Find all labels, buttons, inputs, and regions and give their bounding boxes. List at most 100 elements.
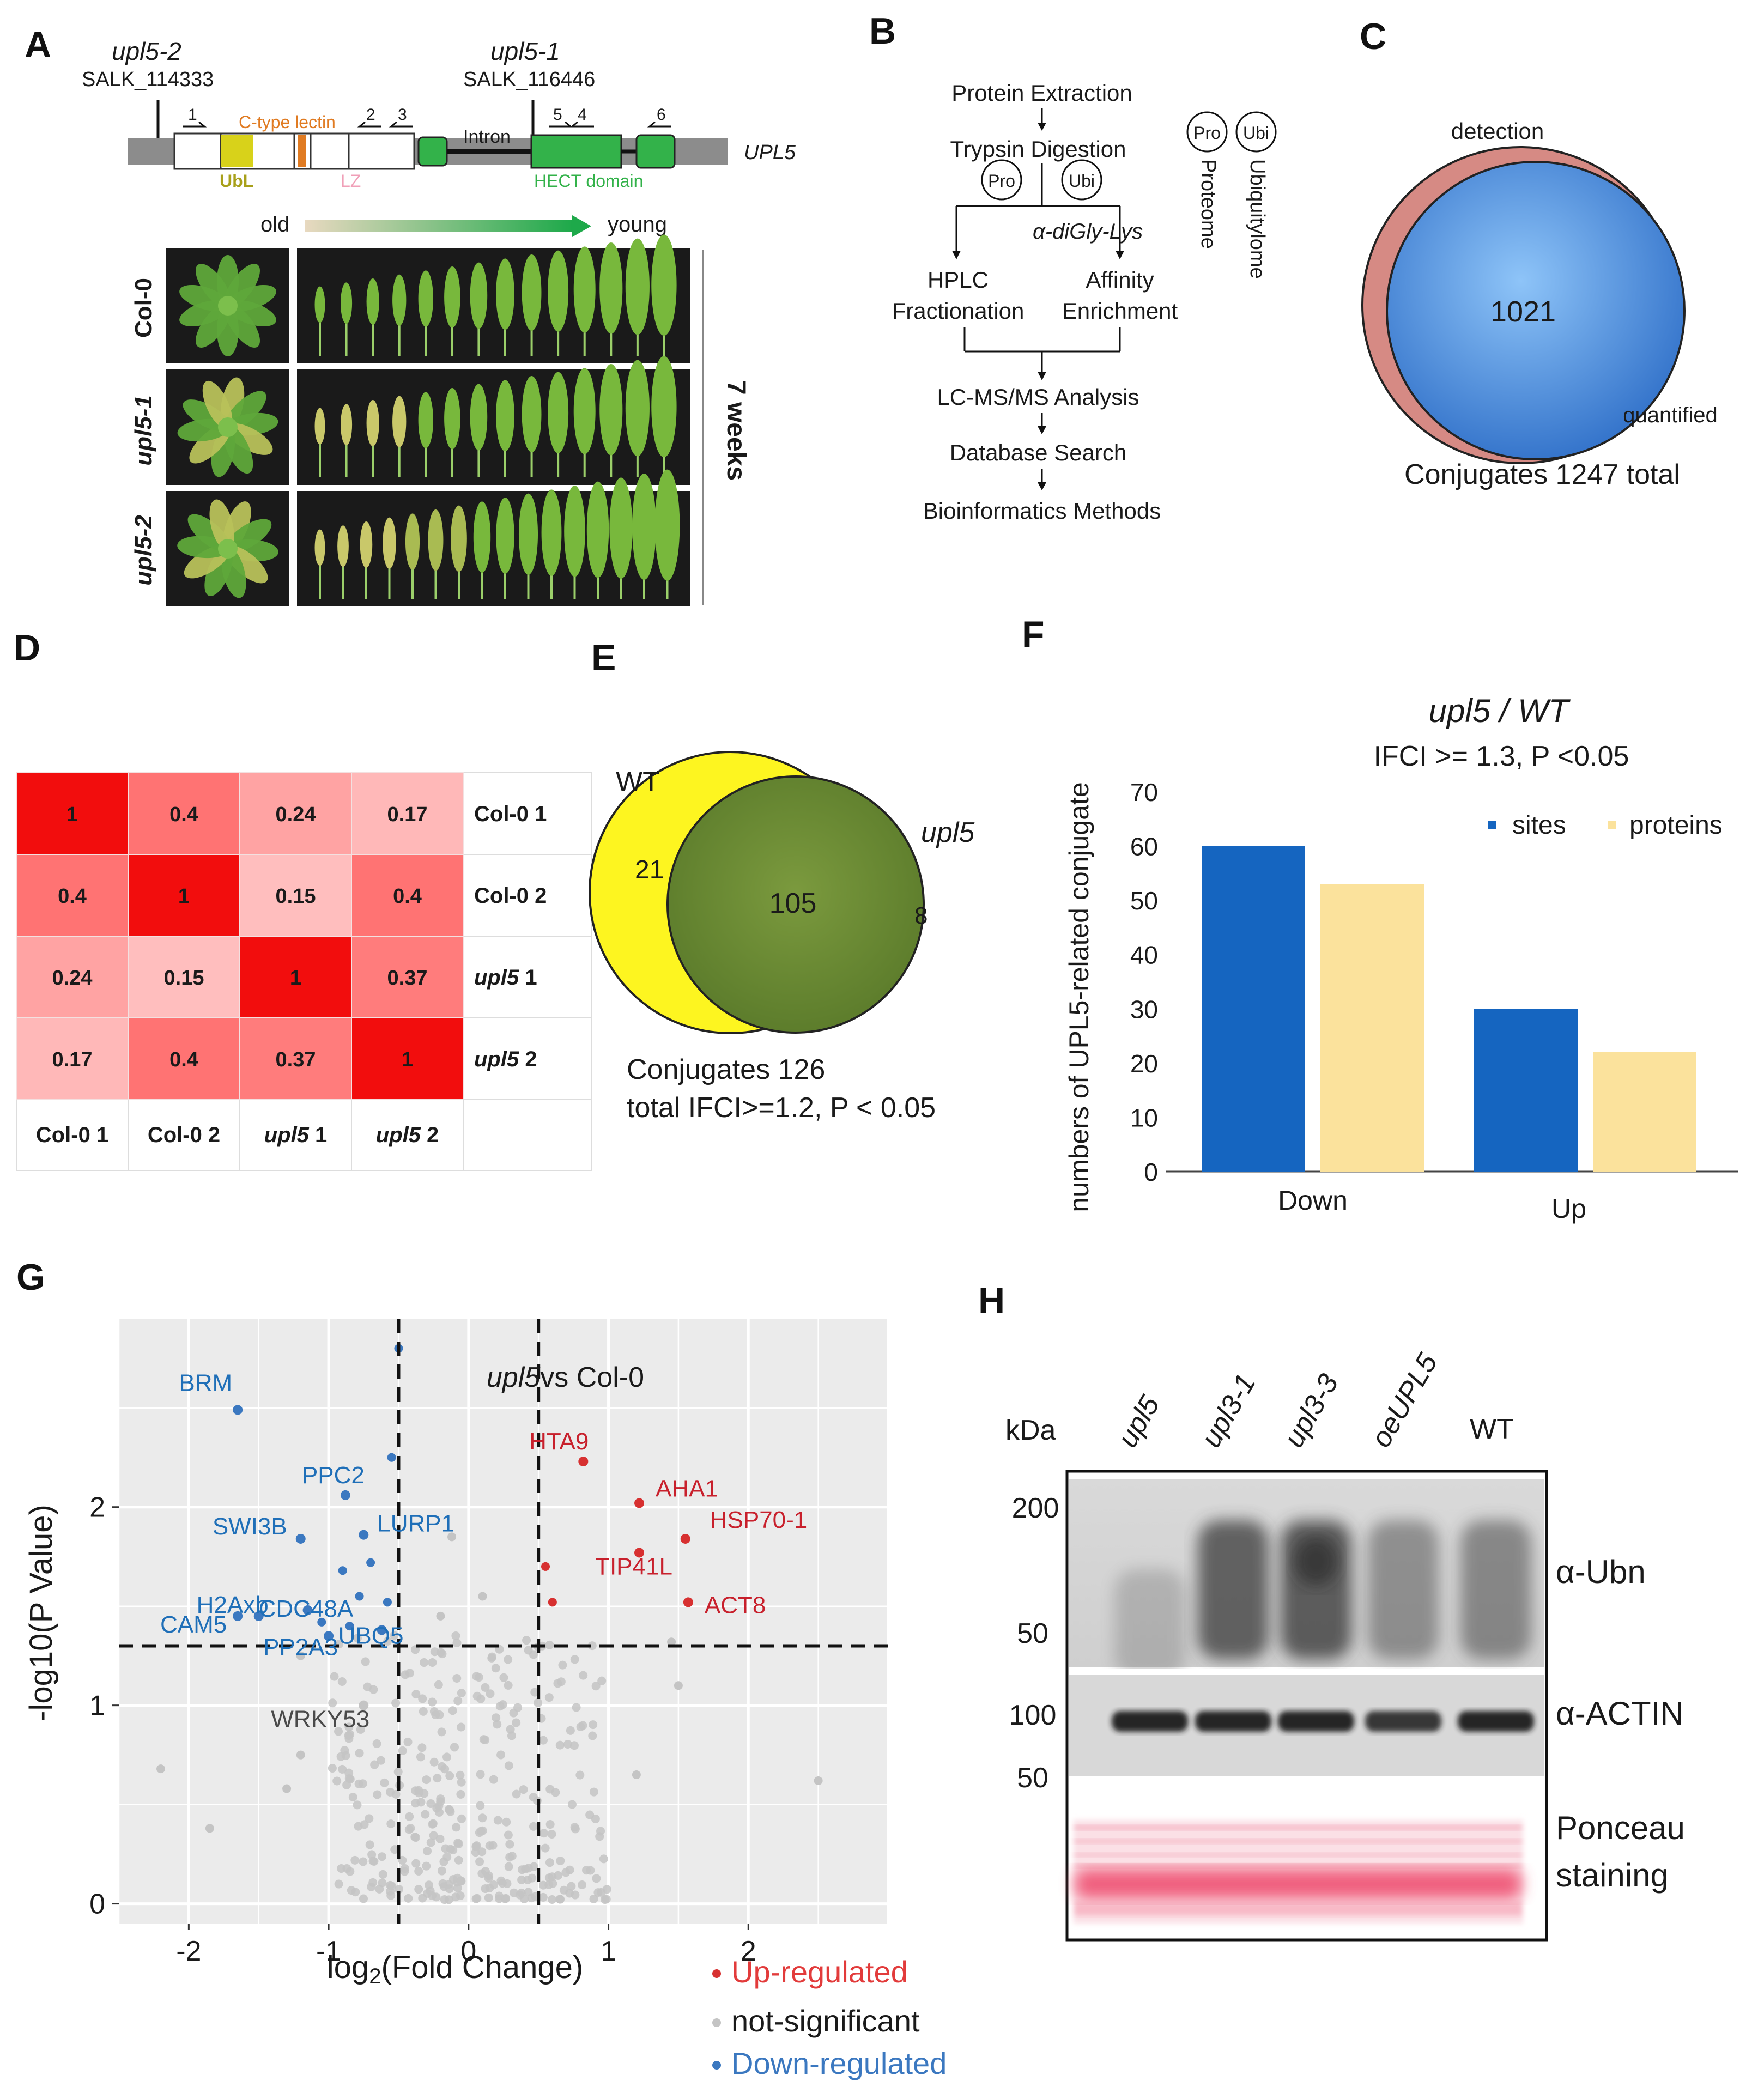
heatmap-cell-value: 0.15: [276, 885, 316, 908]
ubn-smear: [1198, 1520, 1269, 1659]
point-aha1: [634, 1498, 645, 1508]
ns-point: [544, 1873, 554, 1883]
exon-green-1: [417, 136, 448, 167]
heatmap-cell-value: 0.24: [276, 803, 316, 826]
ns-point: [427, 1891, 437, 1901]
duration-label: 7 weeks: [722, 380, 750, 481]
svg-text:1: 1: [188, 106, 197, 124]
x-tick-label: -2: [176, 1936, 201, 1967]
ns-point: [545, 1640, 554, 1649]
ns-point: [477, 1847, 487, 1857]
ns-point: [479, 1735, 488, 1744]
panel-label-h: H: [978, 1280, 1005, 1321]
hect-domain-label: HECT domain: [534, 171, 643, 191]
ns-point: [354, 1779, 363, 1788]
ns-point: [373, 1790, 382, 1799]
point-label-act8: ACT8: [705, 1592, 766, 1618]
ns-point: [495, 1702, 505, 1711]
rosette-drawing: [177, 499, 278, 598]
age-arrowhead: [572, 215, 591, 237]
x-tick-label: 2: [741, 1936, 756, 1967]
ns-point: [365, 1840, 374, 1849]
ns-point: [452, 1823, 461, 1832]
point-label-aha1: AHA1: [656, 1475, 718, 1502]
volcano-xlabel: log2(Fold Change): [327, 1950, 583, 1988]
svg-text:6: 6: [657, 106, 666, 124]
panel-label-a: A: [25, 24, 51, 65]
y-tick-label: 30: [1130, 995, 1158, 1023]
ns-point: [556, 1856, 565, 1865]
y-tick-label: 1: [89, 1690, 105, 1722]
ns-point: [548, 1895, 557, 1904]
hplc-label: HPLC: [928, 267, 989, 293]
gene-model: Intron UPL5 C-type lectin UbL LZ HECT do…: [128, 100, 796, 191]
marker-50-actin: 50: [1017, 1762, 1048, 1794]
panel-a: A upl5-2 SALK_114333 upl5-1 SALK_116446 …: [25, 24, 796, 606]
point-label-swi3b: SWI3B: [213, 1513, 287, 1540]
ns-point: [426, 1799, 435, 1808]
primer-4: 4: [569, 106, 594, 128]
ns-point: [589, 1787, 598, 1797]
lane-label: WT: [1470, 1413, 1514, 1445]
ns-point: [447, 1532, 457, 1542]
heatmap-cell: [351, 854, 464, 937]
bar-sites-up: [1474, 1009, 1578, 1172]
ns-point: [436, 1797, 445, 1806]
legend-label-proteins: proteins: [1629, 811, 1723, 840]
ns-point: [578, 1880, 587, 1890]
heatmap-cell-value: 0.37: [276, 1048, 316, 1071]
marker-100: 100: [1009, 1700, 1057, 1731]
ns-point: [390, 1845, 399, 1854]
heatmap-cell: [16, 1017, 129, 1100]
ns-point: [330, 1672, 339, 1681]
ns-point: [370, 1760, 379, 1769]
ns-point: [442, 1752, 451, 1762]
gene-name-label: UPL5: [744, 141, 796, 164]
ns-point: [433, 1774, 442, 1783]
ns-point: [156, 1764, 166, 1774]
ns-point: [423, 1847, 432, 1856]
heatmap-cell: [128, 854, 240, 937]
ns-point: [334, 1879, 343, 1889]
point-swi3b: [295, 1533, 306, 1544]
upl5-circle: [666, 775, 925, 1034]
ns-point: [344, 1734, 354, 1743]
actin-band: [1112, 1711, 1188, 1732]
heatmap-col-label: upl5 2: [376, 1123, 439, 1147]
ns-point: [519, 1785, 528, 1794]
legend-ubiquitylome: Ubiquitylome: [1246, 159, 1269, 279]
ns-point: [421, 1810, 430, 1819]
ponceau-label-1: Ponceau: [1556, 1810, 1685, 1846]
pro-circle: [981, 159, 1022, 201]
ns-point: [435, 1710, 444, 1720]
legend-pro-circle-label: Pro: [1193, 123, 1221, 143]
ubl-label: UbL: [220, 171, 253, 191]
plant-photo-grid: [166, 234, 690, 606]
heatmap-cell-value: 0.24: [52, 967, 93, 990]
ns-point: [361, 1657, 370, 1666]
ns-point: [454, 1855, 463, 1865]
ns-point: [501, 1894, 511, 1903]
ns-point: [575, 1770, 585, 1780]
ns-point: [391, 1698, 401, 1708]
ns-point: [441, 1844, 450, 1853]
panel-label-g: G: [16, 1257, 45, 1298]
ns-point: [541, 1843, 550, 1853]
ubn-smear: [1368, 1520, 1439, 1659]
ns-point: [476, 1801, 485, 1810]
ns-point: [529, 1822, 538, 1831]
ns-point: [296, 1750, 305, 1760]
ns-point: [440, 1895, 449, 1904]
volcano-legend: Up-regulated not-significant Down-regula…: [712, 1955, 947, 2080]
upl5-label: upl5: [921, 817, 975, 848]
legend-up-regulated: Up-regulated: [731, 1955, 908, 1989]
ns-point: [504, 1830, 513, 1840]
ns-point: [338, 1764, 347, 1774]
caption-e-line2: total IFCI>=1.2, P < 0.05: [627, 1092, 936, 1124]
ns-point: [428, 1658, 437, 1667]
step-lcms: LC-MS/MS Analysis: [937, 384, 1139, 410]
row-label-upl5-2: upl5-2: [130, 515, 157, 586]
ns-point: [471, 1842, 481, 1851]
heatmap-cell-value: 0.17: [387, 803, 428, 826]
ns-point: [539, 1829, 548, 1838]
